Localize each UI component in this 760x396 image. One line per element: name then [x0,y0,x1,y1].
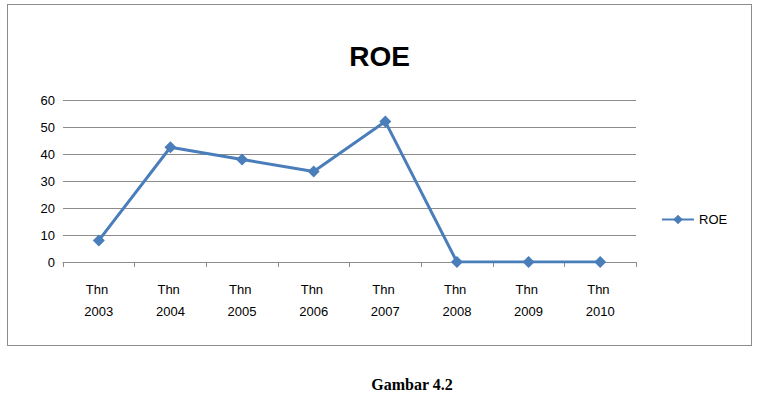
svg-text:Thn: Thn [587,282,613,297]
svg-text:2004: 2004 [156,304,185,319]
svg-text:2008: 2008 [442,304,471,319]
svg-text:Thn: Thn [301,282,327,297]
svg-text:2003: 2003 [84,304,113,319]
svg-text:2009: 2009 [514,304,543,319]
svg-text:ROE: ROE [699,212,728,227]
svg-text:Thn: Thn [516,282,542,297]
svg-text:10: 10 [41,228,55,243]
svg-text:Thn: Thn [372,282,398,297]
svg-text:50: 50 [41,120,55,135]
html-text:Gambar 4.2: Gambar 4.2 [371,376,453,393]
svg-text:ROE: ROE [349,41,410,72]
svg-text:Thn: Thn [157,282,183,297]
svg-text:2006: 2006 [299,304,328,319]
svg-text:Thn: Thn [229,282,255,297]
svg-text:0: 0 [48,255,55,270]
svg-text:2010: 2010 [586,304,615,319]
svg-text:40: 40 [41,147,55,162]
svg-text:Thn: Thn [444,282,470,297]
svg-text:2005: 2005 [228,304,257,319]
svg-text:Thn: Thn [86,282,112,297]
svg-text:20: 20 [41,201,55,216]
svg-text:2007: 2007 [371,304,400,319]
svg-text:60: 60 [41,93,55,108]
svg-text:30: 30 [41,174,55,189]
